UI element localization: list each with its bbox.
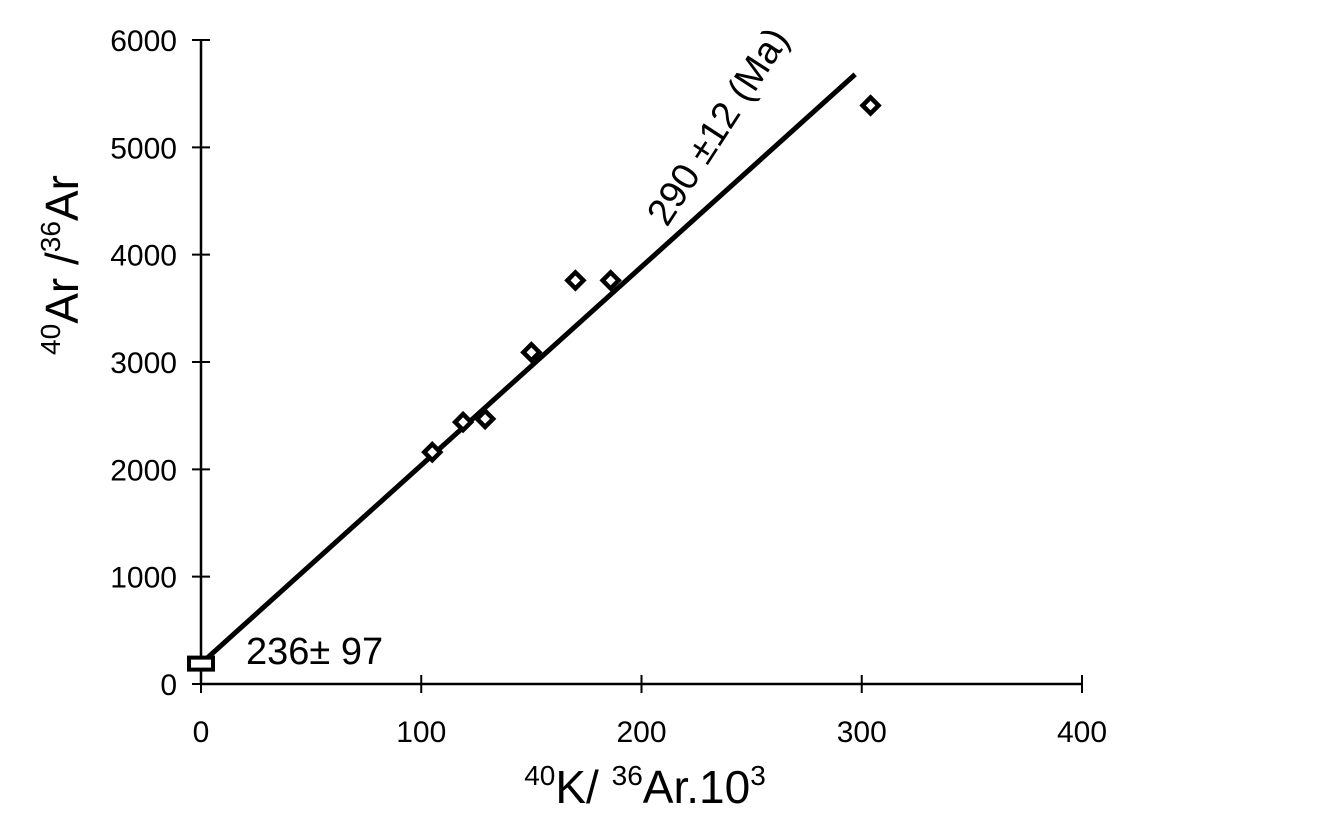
- x-title-sup-3: 3: [750, 760, 766, 791]
- y-axis-title: 40Ar /36Ar: [35, 175, 88, 355]
- y-title-part-1: Ar /: [36, 252, 88, 324]
- y-tick-label: 0: [160, 669, 177, 702]
- y-title-sup-1: 40: [35, 324, 66, 355]
- x-title-part-2: Ar.10: [643, 761, 750, 813]
- x-tick-label: 400: [1057, 716, 1107, 749]
- y-title-sup-2: 36: [35, 221, 66, 252]
- y-tick-label: 1000: [110, 562, 177, 595]
- data-point: [451, 410, 475, 434]
- data-point: [859, 94, 882, 117]
- data-points: [421, 94, 882, 464]
- y-tick-label: 3000: [110, 347, 177, 380]
- x-title-part-1: K/: [555, 761, 611, 813]
- data-point: [599, 269, 622, 292]
- y-title-part-2: Ar: [36, 175, 88, 221]
- intercept-marker: [187, 655, 215, 672]
- x-tick-label: 0: [193, 716, 210, 749]
- x-tick-label: 200: [616, 716, 666, 749]
- x-tick-label: 300: [837, 716, 887, 749]
- y-tick-label: 2000: [110, 454, 177, 487]
- x-tick-label: 100: [396, 716, 446, 749]
- data-point: [520, 341, 543, 364]
- data-point: [473, 407, 497, 431]
- x-axis-title: 40K/ 36Ar.103: [524, 760, 766, 813]
- x-title-sup-2: 36: [612, 760, 643, 791]
- regression-line: [199, 72, 857, 666]
- x-title-sup-1: 40: [524, 760, 555, 791]
- slope-annotation: 290 ±12 (Ma): [639, 21, 797, 233]
- y-tick-label: 4000: [110, 240, 177, 273]
- data-point: [564, 269, 587, 292]
- data-point: [421, 440, 444, 464]
- y-tick-label: 6000: [110, 25, 177, 58]
- y-tick-label: 5000: [110, 132, 177, 165]
- intercept-annotation: 236± 97: [246, 631, 383, 673]
